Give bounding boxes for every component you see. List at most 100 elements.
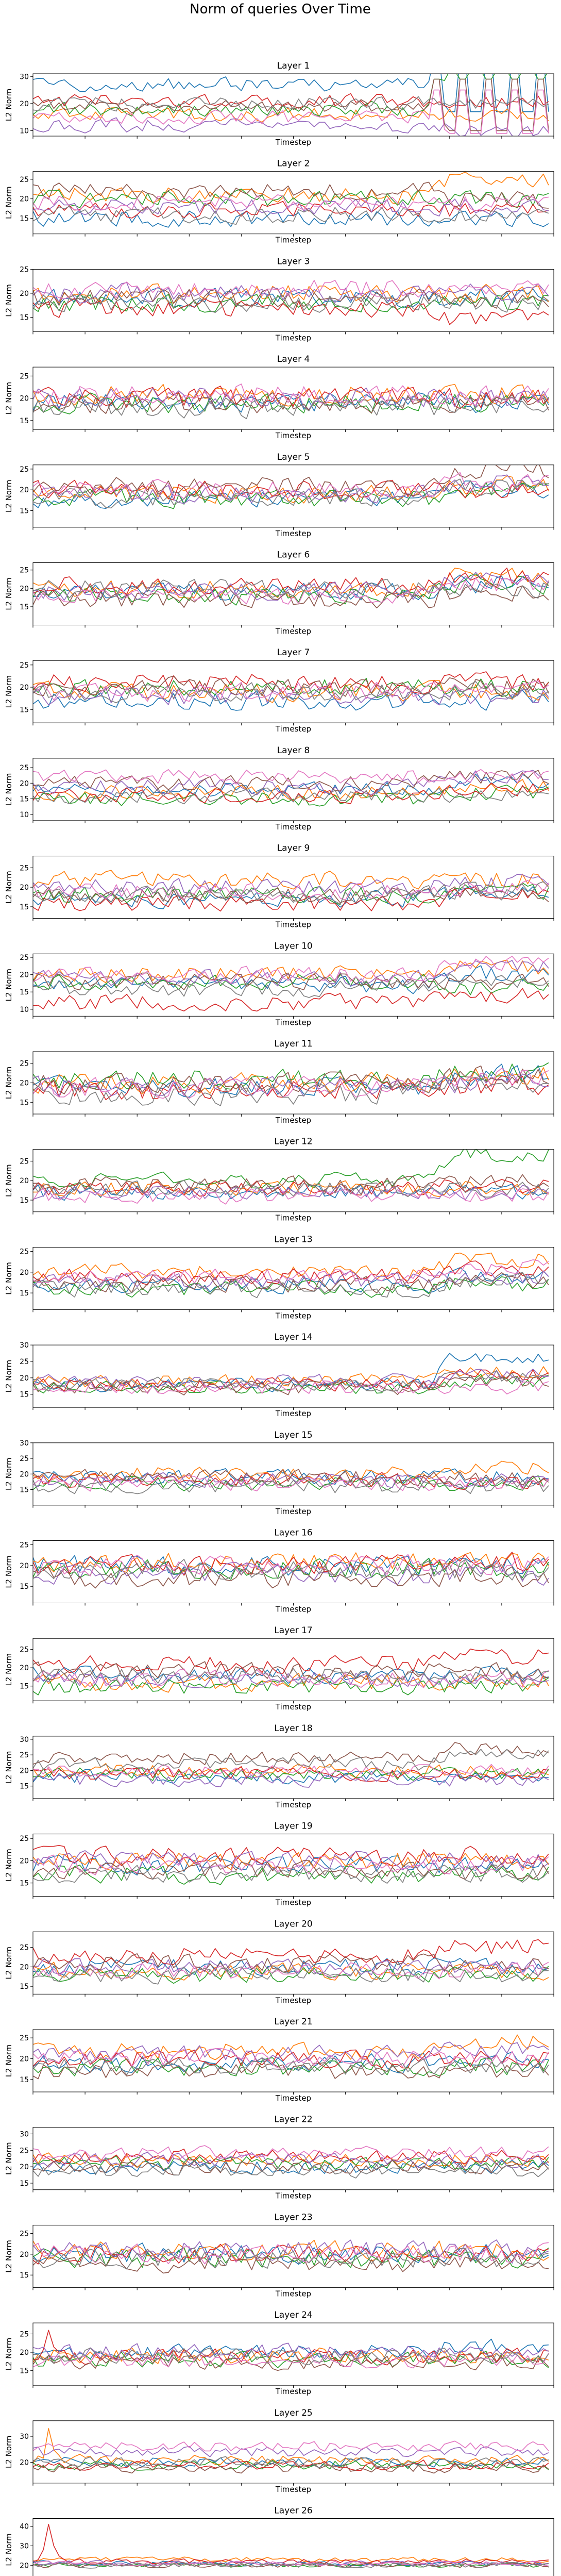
y-axis-label: L2 Norm (4, 1067, 13, 1100)
y-tick-label: 20 (20, 2055, 29, 2063)
series-line-8 (33, 206, 549, 225)
y-axis-label: L2 Norm (4, 1164, 13, 1197)
series-line-4 (33, 1179, 549, 1197)
figure-title: Norm of queries Over Time (190, 2, 371, 17)
y-tick-label: 25 (20, 265, 29, 274)
series-line-1 (33, 74, 549, 112)
plot-area-frame (32, 1051, 554, 1115)
series-line-7 (33, 1188, 549, 1205)
plot-area-frame (32, 1344, 554, 1408)
y-axis-label: L2 Norm (4, 382, 13, 415)
x-axis-label: Timestep (275, 236, 311, 245)
subplot-layer-18: Layer 18 L2 Norm 15 20 25 30 Timestep (4, 1723, 554, 1809)
series-line-4 (33, 2149, 549, 2164)
y-tick-label: 15 (20, 1583, 29, 1591)
series-line-4 (33, 297, 549, 325)
series-line-2 (33, 2556, 549, 2563)
series-line-4 (33, 568, 549, 595)
subplot-title: Layer 12 (274, 1137, 312, 1147)
series-line-2 (33, 106, 549, 123)
y-tick-label: 20 (20, 395, 29, 403)
series-line-7 (33, 89, 549, 134)
subplot-layer-16: Layer 16 L2 Norm 15 20 25 Timestep (4, 1528, 554, 1614)
y-tick-label: 15 (20, 1683, 29, 1691)
series-line-2 (33, 1672, 549, 1693)
series-group (33, 1939, 549, 1985)
series-line-8 (33, 2347, 549, 2366)
series-line-8 (33, 1966, 549, 1985)
subplot-layer-1: Layer 1 L2 Norm 10 20 30 Timestep (4, 61, 554, 147)
series-group (33, 74, 549, 136)
series-line-6 (33, 1859, 549, 1880)
subplot-title: Layer 2 (277, 159, 310, 169)
subplot-title: Layer 25 (274, 2408, 312, 2418)
series-line-5 (33, 1850, 549, 1871)
plot-area-frame (32, 73, 554, 137)
series-line-5 (33, 687, 549, 706)
y-tick-label: 15 (20, 214, 29, 223)
y-tick-label: 15 (20, 1196, 29, 1205)
series-line-2 (33, 1852, 549, 1871)
y-tick-label: 15 (20, 1983, 29, 1991)
y-tick-label: 20 (20, 585, 29, 593)
y-tick-label: 25 (20, 1835, 29, 1843)
y-tick-label: 15 (20, 1880, 29, 1888)
series-line-8 (33, 96, 549, 112)
y-axis-label: L2 Norm (4, 871, 13, 904)
y-axis-label: L2 Norm (4, 2045, 13, 2078)
plot-area-frame (32, 269, 554, 332)
y-tick-label: 15 (20, 417, 29, 425)
series-line-6 (33, 972, 549, 991)
series-line-8 (33, 1479, 549, 1494)
x-axis-label: Timestep (275, 1800, 311, 1809)
y-axis-label: L2 Norm (4, 2338, 13, 2371)
series-line-3 (33, 392, 549, 414)
series-line-6 (33, 1953, 549, 1973)
series-line-7 (33, 2352, 549, 2369)
series-line-5 (33, 1671, 549, 1688)
series-line-7 (33, 384, 549, 406)
y-tick-label: 20 (20, 290, 29, 298)
series-line-6 (33, 2462, 549, 2474)
y-tick-label: 25 (20, 1541, 29, 1550)
series-line-7 (33, 1961, 549, 1980)
subplot-layer-6: Layer 6 L2 Norm 15 20 25 Timestep (4, 550, 554, 636)
y-tick-label: 20 (20, 1963, 29, 1971)
x-axis-label: Timestep (275, 1214, 311, 1223)
series-line-5 (33, 2446, 549, 2457)
series-line-2 (33, 1763, 549, 1779)
series-line-8 (33, 1558, 549, 1581)
series-line-2 (33, 1252, 549, 1282)
y-axis-label: L2 Norm (4, 773, 13, 806)
series-group (33, 769, 549, 807)
x-axis-label: Timestep (275, 1702, 311, 1711)
y-tick-label: 25 (20, 372, 29, 380)
y-tick-label: 20 (20, 1857, 29, 1865)
series-line-6 (33, 181, 549, 209)
subplot-layer-14: Layer 14 L2 Norm 15 20 25 30 Timestep (4, 1332, 554, 1418)
y-tick-label: 25 (20, 661, 29, 670)
series-line-4 (33, 671, 549, 694)
series-line-4 (33, 1369, 549, 1393)
series-line-8 (33, 294, 549, 313)
series-line-8 (33, 787, 549, 805)
x-axis-label: Timestep (275, 2093, 311, 2103)
series-line-5 (33, 1073, 549, 1097)
series-line-6 (33, 288, 549, 309)
series-line-6 (33, 1272, 549, 1293)
series-line-7 (33, 2145, 549, 2162)
series-group (33, 1353, 549, 1395)
plot-area-frame (32, 953, 554, 1017)
series-group (33, 2145, 549, 2179)
y-axis-label: L2 Norm (4, 1849, 13, 1882)
y-axis-label: L2 Norm (4, 284, 13, 317)
series-line-5 (33, 1369, 549, 1389)
y-tick-label: 15 (20, 1783, 29, 1791)
series-line-7 (33, 1854, 549, 1875)
series-line-1 (33, 1769, 549, 1785)
y-tick-label: 20 (20, 195, 29, 204)
x-axis-label: Timestep (275, 1898, 311, 1907)
series-line-8 (33, 1272, 549, 1299)
subplot-title: Layer 20 (274, 1919, 312, 1929)
